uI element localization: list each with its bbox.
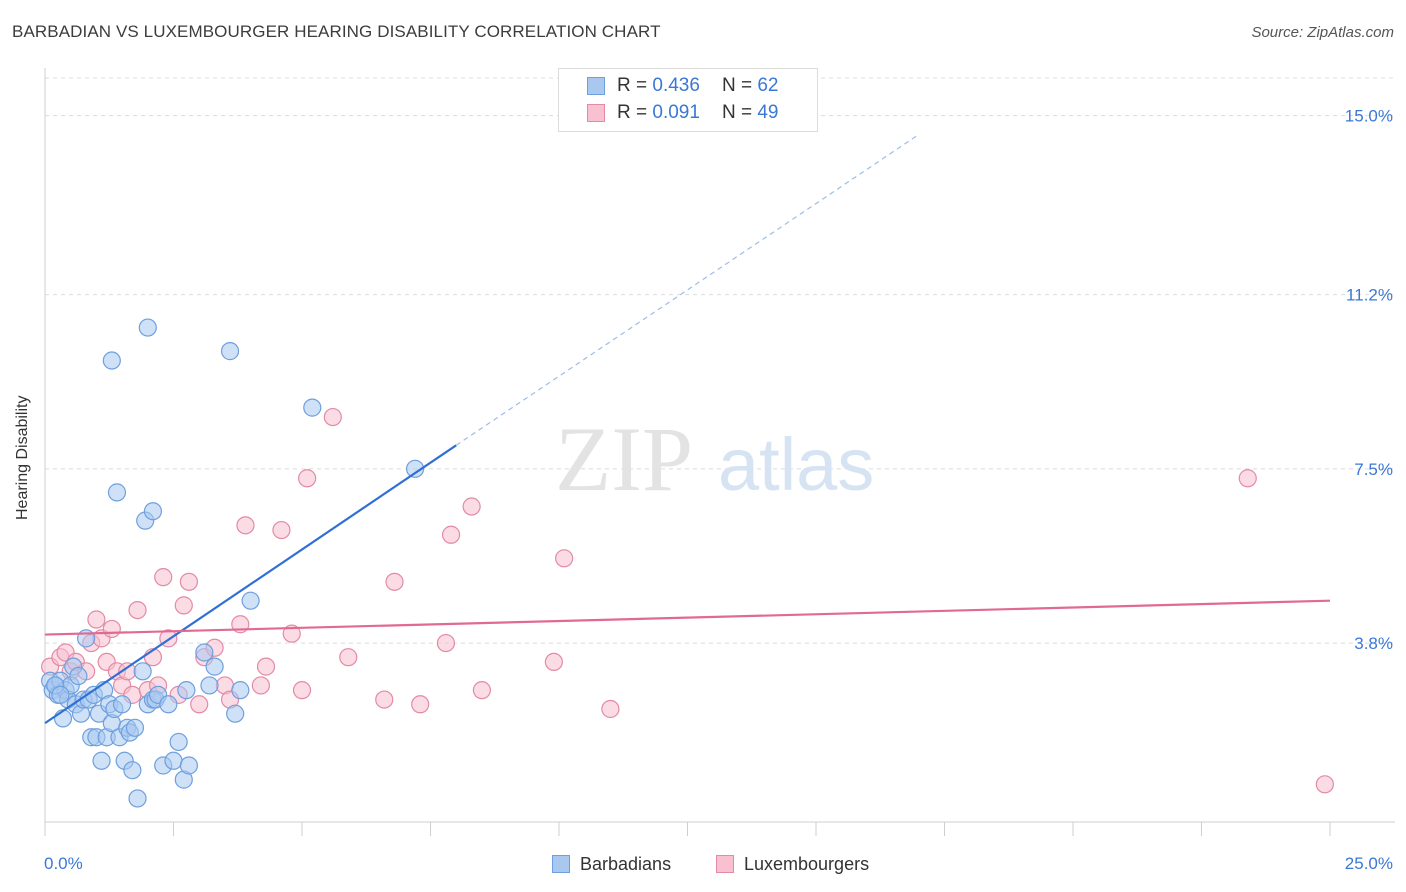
barbadian-trend-extension — [455, 134, 920, 446]
legend-n-value: 49 — [757, 102, 779, 123]
luxembourger-point — [1315, 775, 1334, 794]
barbadian-point — [200, 676, 219, 695]
barbadian-point — [169, 732, 188, 752]
luxembourger-point — [128, 601, 147, 620]
source-label: Source: ZipAtlas.com — [1251, 24, 1394, 41]
luxembourger-point — [102, 619, 121, 639]
legend-swatch-luxembourgers — [716, 855, 734, 873]
legend-n-label: N = — [721, 75, 753, 96]
luxembourger-point — [375, 690, 394, 709]
barbadian-point — [241, 591, 260, 610]
y-tick-label: 7.5% — [1354, 460, 1393, 479]
legend-row-barbadians: R = 0.436 N = 62 — [587, 74, 778, 98]
luxembourger-point — [436, 633, 456, 653]
barbadian-point — [123, 761, 142, 780]
barbadian-point — [177, 681, 196, 700]
luxembourger-point — [1238, 469, 1257, 488]
watermark-atlas: atlas — [718, 423, 874, 506]
luxembourger-point — [339, 648, 358, 667]
barbadian-point — [220, 342, 240, 361]
barbadian-point — [159, 695, 178, 714]
luxembourger-point — [441, 525, 461, 544]
luxembourger-point — [292, 681, 312, 700]
luxembourger-point — [236, 516, 255, 535]
barbadian-point — [164, 751, 183, 770]
chart-title: BARBADIAN VS LUXEMBOURGER HEARING DISABI… — [12, 22, 661, 41]
x-tick-label-max: 25.0% — [1345, 854, 1393, 873]
barbadian-point — [195, 643, 214, 662]
barbadian-point — [112, 695, 132, 714]
x-tick-label-min: 0.0% — [44, 854, 83, 873]
y-tick-label: 3.8% — [1354, 634, 1393, 653]
legend-swatch-barbadians — [587, 77, 605, 95]
legend-n-value: 62 — [757, 75, 779, 96]
legend-swatch-barbadians — [552, 855, 570, 873]
barbadian-trend-line — [44, 444, 457, 725]
barbadian-point — [133, 662, 152, 681]
luxembourger-point — [154, 568, 173, 587]
watermark: ZIP atlas — [555, 408, 874, 510]
legend-item-luxembourgers[interactable]: Luxembourgers — [716, 852, 869, 876]
luxembourger-point — [544, 652, 563, 671]
barbadian-point — [92, 751, 111, 770]
data-points — [41, 318, 1334, 808]
luxembourger-point — [256, 657, 276, 676]
luxembourger-point — [472, 681, 491, 700]
legend-label-barbadians: Barbadians — [580, 853, 672, 874]
luxembourger-point — [251, 676, 270, 695]
barbadian-point — [143, 502, 163, 521]
barbadian-point — [303, 398, 322, 417]
luxembourger-point — [411, 695, 430, 714]
legend-r-label: R = — [617, 75, 648, 96]
luxembourger-point — [282, 624, 301, 643]
luxembourger-point — [179, 572, 199, 591]
legend-r-value: 0.091 — [652, 102, 700, 123]
legend-row-luxembourgers: R = 0.091 N = 49 — [587, 101, 778, 125]
barbadian-point — [107, 483, 127, 502]
correlation-legend: R = 0.436 N = 62 R = 0.091 N = 49 — [558, 68, 818, 132]
luxembourger-point — [87, 610, 106, 629]
luxembourger-point — [555, 549, 574, 568]
luxembourger-trend-line — [44, 599, 1331, 636]
luxembourger-point — [601, 699, 620, 719]
barbadian-point — [53, 709, 73, 728]
legend-swatch-luxembourgers — [587, 104, 605, 122]
barbadian-point — [51, 685, 70, 704]
axes — [44, 68, 1395, 836]
trend-lines — [44, 134, 1331, 725]
barbadian-point — [138, 318, 157, 337]
y-tick-label: 15.0% — [1345, 107, 1393, 126]
tick-labels: 3.8% 7.5% 11.2% 15.0% 0.0% 25.0% — [44, 107, 1393, 873]
barbadian-point — [205, 657, 224, 676]
legend-r-label: R = — [617, 102, 648, 123]
luxembourger-point — [323, 407, 342, 427]
barbadian-point — [179, 756, 199, 775]
barbadian-point — [231, 681, 250, 700]
gridlines — [45, 77, 1395, 644]
barbadian-point — [69, 666, 88, 686]
luxembourger-point — [385, 572, 404, 591]
barbadian-point — [102, 351, 121, 370]
legend-label-luxembourgers: Luxembourgers — [744, 853, 870, 874]
luxembourger-point — [190, 695, 209, 714]
y-tick-label: 11.2% — [1346, 286, 1393, 305]
watermark-zip: ZIP — [555, 408, 693, 510]
legend-n-label: N = — [721, 102, 753, 123]
barbadian-point — [226, 704, 245, 723]
luxembourger-point — [462, 497, 481, 516]
barbadian-point — [128, 789, 147, 808]
luxembourger-point — [272, 520, 291, 540]
luxembourger-point — [298, 469, 317, 488]
legend-item-barbadians[interactable]: Barbadians — [552, 852, 671, 876]
legend-r-value: 0.436 — [652, 75, 700, 96]
barbadian-point — [125, 718, 145, 737]
luxembourger-point — [174, 596, 193, 615]
barbadian-point — [405, 459, 425, 478]
